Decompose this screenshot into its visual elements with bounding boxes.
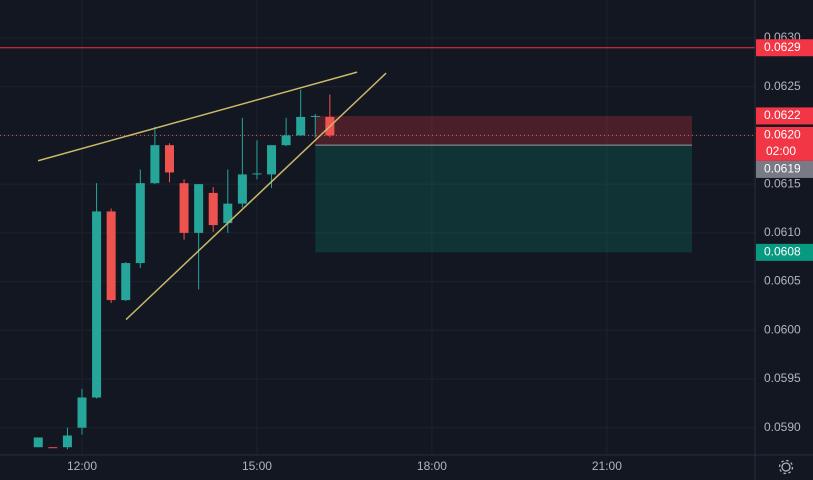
price-tag [756, 243, 813, 261]
candle-body [179, 183, 189, 233]
y-tick-label: 0.0600 [764, 322, 801, 336]
gear[interactable] [781, 462, 791, 472]
candle-body [164, 145, 174, 173]
y-tick-label: 0.0590 [764, 420, 801, 434]
candle-body [252, 173, 262, 175]
candle-body [223, 203, 233, 224]
price-tag [756, 39, 813, 57]
target-zone [315, 145, 693, 253]
gear-teeth[interactable] [778, 459, 794, 475]
candle-body [92, 211, 102, 398]
candle-body [194, 184, 204, 233]
price-tag-label: 0.0620 [764, 128, 801, 142]
y-tick-label: 0.0615 [764, 176, 801, 190]
candle-body [121, 263, 131, 301]
price-tag [756, 126, 813, 161]
candle-body [310, 115, 320, 117]
candle-body [48, 447, 58, 449]
candle-body [77, 397, 87, 428]
trend-line [37, 71, 358, 162]
x-tick-label: 15:00 [242, 459, 272, 473]
candle-body [267, 145, 277, 175]
price-tag [756, 160, 813, 178]
candle-body [281, 135, 291, 146]
plot [0, 0, 755, 455]
settings-icon[interactable] [778, 459, 794, 475]
candle-body [135, 183, 145, 264]
x-tick-label: 18:00 [417, 459, 447, 473]
candle-body [296, 116, 306, 136]
candle-body [150, 145, 160, 184]
y-tick-label: 0.0610 [764, 225, 801, 239]
candle-body [62, 435, 72, 448]
countdown: 02:00 [766, 144, 796, 158]
price-tag-label: 0.0608 [764, 245, 801, 259]
trend-line [125, 72, 387, 321]
candle-body [237, 174, 247, 204]
y-tick-label: 0.0605 [764, 274, 801, 288]
price-tag-label: 0.0622 [764, 108, 801, 122]
y-tick-label: 0.0595 [764, 371, 801, 385]
candle-body [33, 437, 43, 448]
stop-zone [315, 115, 693, 146]
candle-body [208, 192, 218, 226]
x-tick-label: 12:00 [67, 459, 97, 473]
price-tag-label: 0.0619 [764, 162, 801, 176]
y-tick-label: 0.0625 [764, 79, 801, 93]
price-tag-label: 0.0629 [764, 40, 801, 54]
price-tag [756, 107, 813, 125]
x-tick-label: 21:00 [592, 459, 622, 473]
candle-body [106, 211, 116, 301]
